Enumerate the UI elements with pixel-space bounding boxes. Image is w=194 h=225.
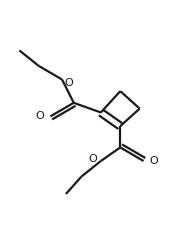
Text: O: O [64,78,73,88]
Text: O: O [88,154,97,164]
Text: O: O [149,156,158,166]
Text: O: O [36,111,45,121]
